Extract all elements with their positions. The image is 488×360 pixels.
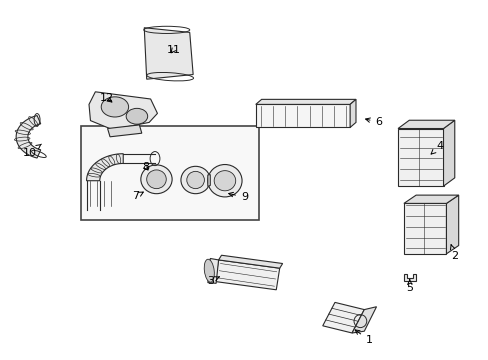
Ellipse shape bbox=[126, 108, 147, 124]
Polygon shape bbox=[255, 104, 349, 127]
Text: 5: 5 bbox=[406, 280, 412, 293]
Text: 10: 10 bbox=[22, 144, 41, 158]
Text: 9: 9 bbox=[228, 192, 247, 202]
Polygon shape bbox=[207, 258, 218, 283]
Text: 2: 2 bbox=[449, 245, 457, 261]
Polygon shape bbox=[403, 203, 446, 254]
Text: 4: 4 bbox=[430, 141, 443, 154]
Polygon shape bbox=[351, 307, 376, 333]
Text: 1: 1 bbox=[354, 330, 372, 345]
FancyBboxPatch shape bbox=[81, 126, 259, 220]
Polygon shape bbox=[322, 302, 364, 333]
Ellipse shape bbox=[207, 165, 242, 197]
Text: 12: 12 bbox=[100, 93, 113, 103]
Polygon shape bbox=[86, 154, 123, 181]
Ellipse shape bbox=[101, 97, 128, 117]
Ellipse shape bbox=[214, 171, 235, 191]
Text: 8: 8 bbox=[142, 162, 149, 172]
Polygon shape bbox=[215, 260, 279, 290]
Polygon shape bbox=[349, 99, 355, 127]
Polygon shape bbox=[89, 92, 157, 130]
Ellipse shape bbox=[186, 171, 204, 189]
Polygon shape bbox=[443, 120, 454, 186]
Polygon shape bbox=[403, 195, 458, 203]
Ellipse shape bbox=[141, 165, 172, 194]
Polygon shape bbox=[144, 28, 193, 79]
Polygon shape bbox=[397, 129, 443, 186]
Text: 6: 6 bbox=[365, 117, 382, 127]
Polygon shape bbox=[397, 120, 454, 129]
Ellipse shape bbox=[181, 166, 210, 194]
Ellipse shape bbox=[146, 170, 166, 189]
Polygon shape bbox=[403, 274, 415, 281]
Text: 3: 3 bbox=[206, 276, 219, 286]
Polygon shape bbox=[255, 99, 355, 104]
Polygon shape bbox=[207, 175, 210, 186]
Text: 11: 11 bbox=[166, 45, 180, 55]
Polygon shape bbox=[218, 255, 282, 268]
Text: 7: 7 bbox=[132, 191, 143, 201]
Polygon shape bbox=[446, 195, 458, 254]
Polygon shape bbox=[107, 125, 142, 137]
Ellipse shape bbox=[204, 259, 214, 282]
Polygon shape bbox=[16, 116, 41, 158]
